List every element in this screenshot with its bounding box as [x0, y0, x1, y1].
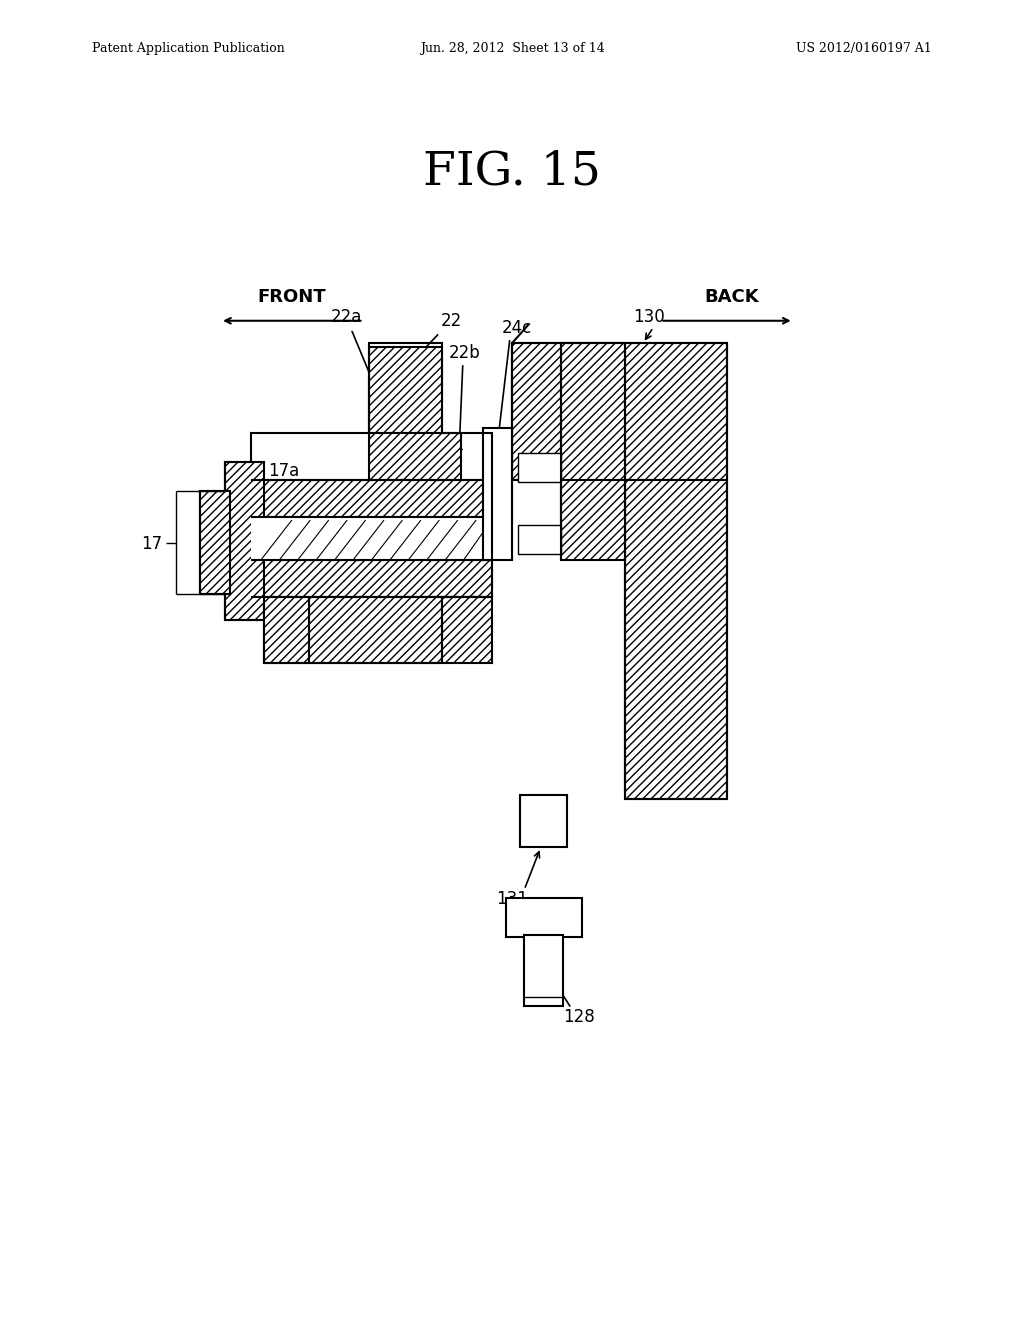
Text: 17b: 17b [268, 565, 300, 583]
Text: 130: 130 [633, 308, 665, 326]
Text: 17a: 17a [268, 462, 300, 480]
Bar [369, 433, 461, 482]
Bar [264, 597, 492, 663]
Bar [625, 480, 727, 799]
Bar [200, 491, 230, 594]
Text: FIG. 15: FIG. 15 [423, 149, 601, 194]
Text: 128: 128 [562, 1008, 595, 1027]
Bar [524, 935, 563, 1006]
Bar [506, 898, 582, 937]
Bar [512, 343, 727, 480]
Bar [520, 795, 567, 847]
Text: US 2012/0160197 A1: US 2012/0160197 A1 [796, 42, 932, 55]
Text: 17: 17 [140, 535, 162, 553]
Text: Patent Application Publication: Patent Application Publication [92, 42, 285, 55]
Bar [251, 480, 492, 517]
Text: BACK: BACK [705, 288, 760, 306]
Bar [483, 428, 512, 560]
Text: 24c: 24c [502, 318, 532, 337]
Bar [251, 560, 492, 597]
Bar [369, 347, 442, 433]
Text: 22: 22 [408, 312, 462, 366]
Bar [518, 453, 561, 482]
Bar [561, 343, 625, 560]
Text: 131: 131 [496, 890, 528, 908]
Bar [512, 480, 625, 560]
Text: 22b: 22b [449, 343, 480, 362]
Text: Jun. 28, 2012  Sheet 13 of 14: Jun. 28, 2012 Sheet 13 of 14 [420, 42, 604, 55]
Text: 22a: 22a [331, 308, 378, 392]
Bar [518, 525, 561, 554]
Bar [225, 462, 264, 620]
Text: FRONT: FRONT [257, 288, 327, 306]
Bar [251, 517, 492, 560]
